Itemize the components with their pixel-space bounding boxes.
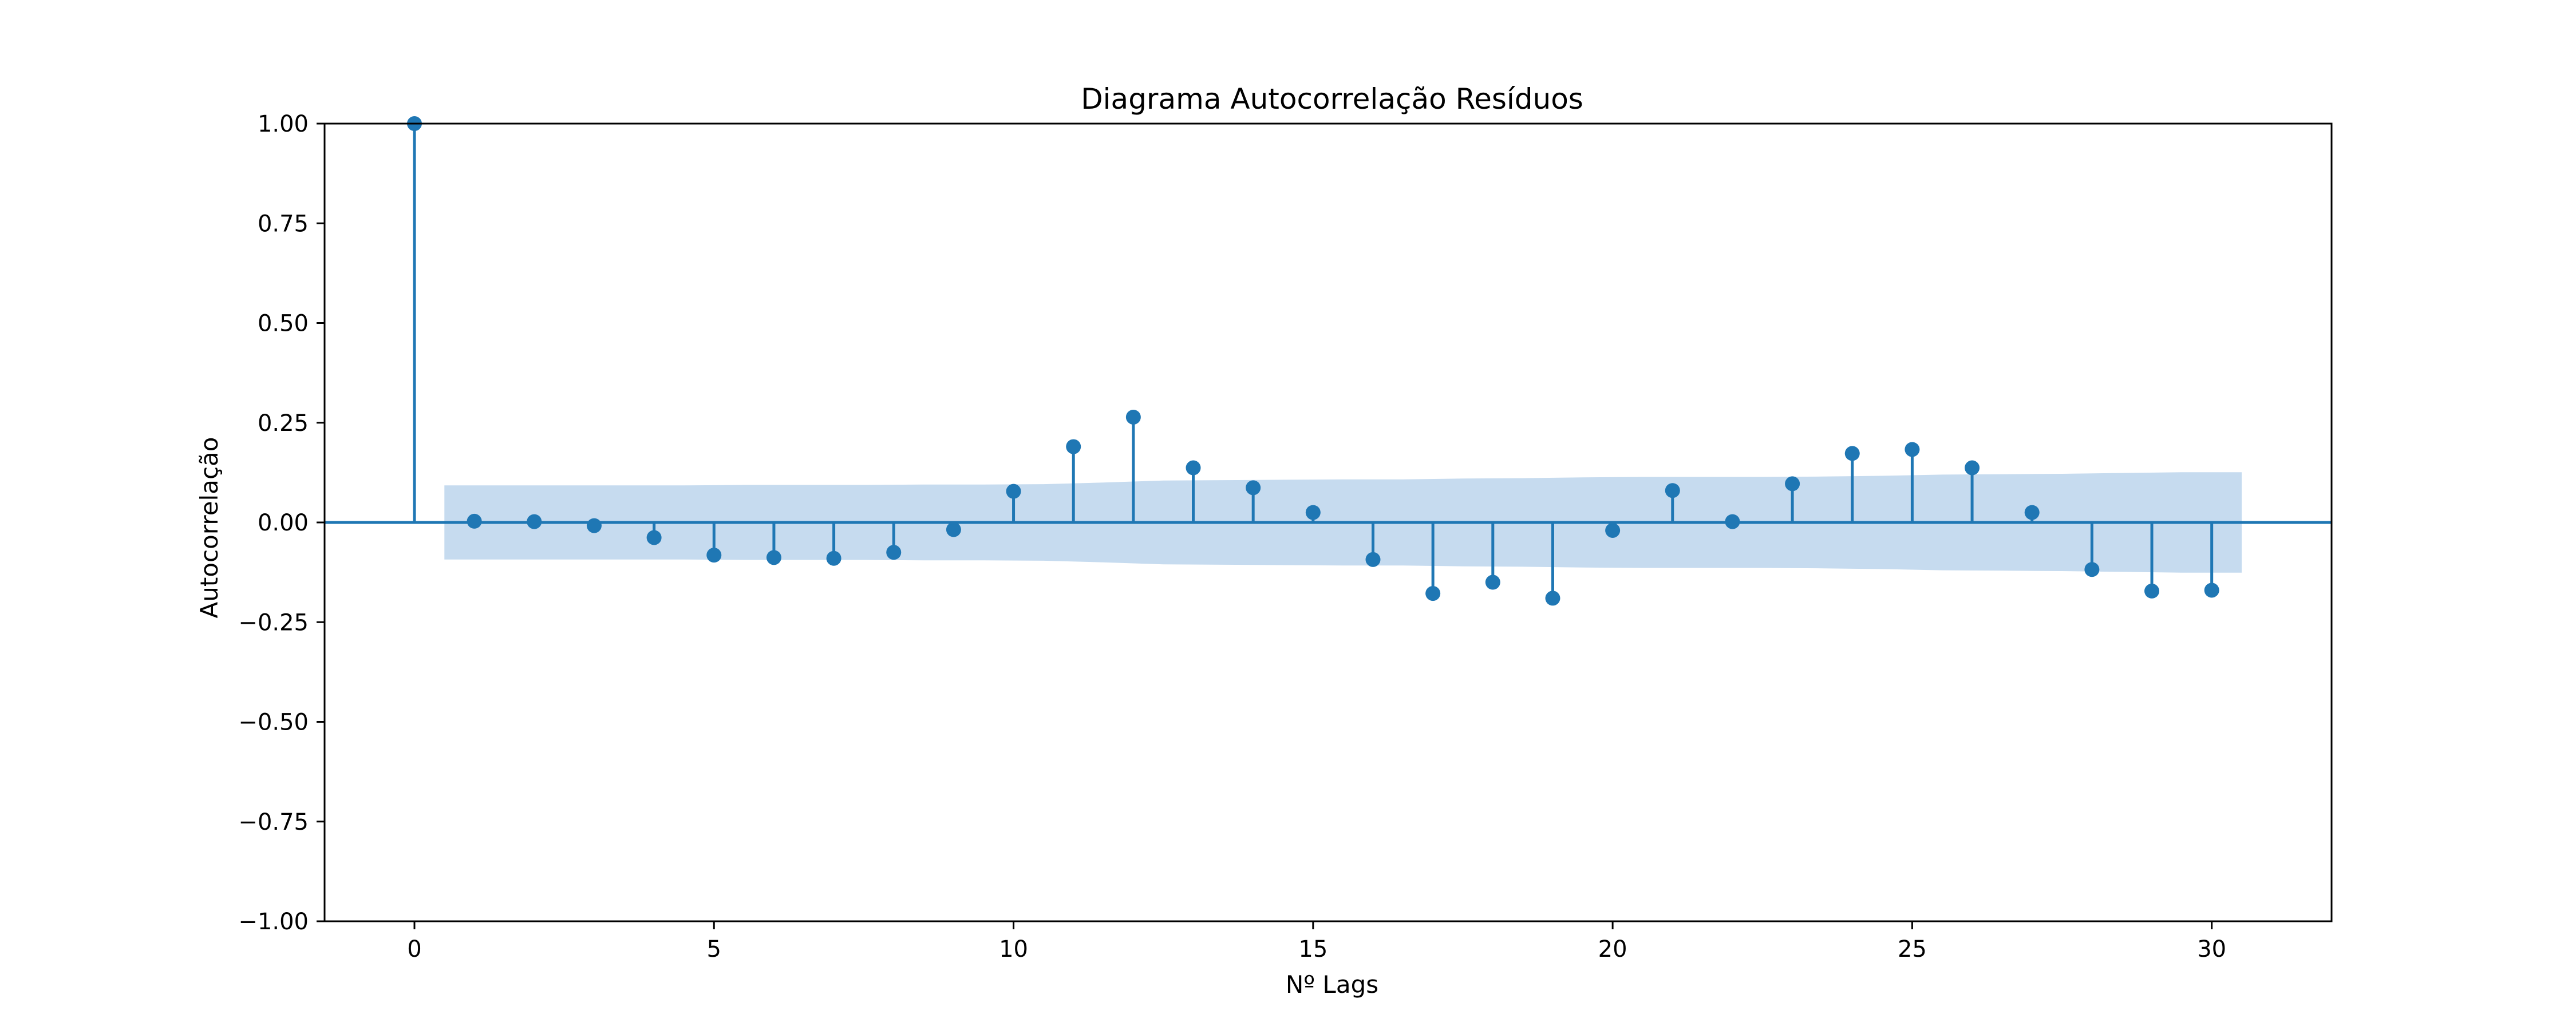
x-axis-label: Nº Lags xyxy=(1286,970,1378,999)
acf-point-9 xyxy=(946,522,961,537)
y-tick-label-3: −0.25 xyxy=(238,609,309,636)
acf-point-8 xyxy=(886,545,902,560)
chart-title: Diagrama Autocorrelação Resíduos xyxy=(1081,82,1583,116)
y-axis-label: Autocorrelação xyxy=(195,437,223,619)
acf-point-18 xyxy=(1485,575,1500,590)
y-tick-label-6: 0.50 xyxy=(258,311,309,337)
acf-point-3 xyxy=(586,518,602,533)
y-tick-label-2: −0.50 xyxy=(238,710,309,736)
x-tick-label-20: 20 xyxy=(1598,936,1627,962)
plot-area xyxy=(325,116,2332,606)
x-tick-label-5: 5 xyxy=(707,936,721,962)
acf-point-1 xyxy=(467,513,482,529)
y-tick-label-1: −0.75 xyxy=(238,809,309,835)
acf-point-20 xyxy=(1605,522,1621,538)
acf-point-19 xyxy=(1545,591,1560,606)
x-tick-label-25: 25 xyxy=(1898,936,1927,962)
acf-point-12 xyxy=(1125,409,1141,425)
acf-point-13 xyxy=(1186,460,1201,476)
acf-point-24 xyxy=(1844,446,1860,461)
y-tick-label-7: 0.75 xyxy=(258,211,309,237)
acf-point-30 xyxy=(2204,583,2219,598)
x-tick-label-10: 10 xyxy=(999,936,1028,962)
acf-point-6 xyxy=(766,550,781,565)
acf-point-22 xyxy=(1725,514,1740,529)
acf-point-10 xyxy=(1006,484,1021,499)
acf-point-7 xyxy=(826,550,841,566)
acf-point-21 xyxy=(1665,483,1680,498)
acf-point-2 xyxy=(527,514,542,529)
acf-point-11 xyxy=(1066,439,1081,454)
acf-point-26 xyxy=(1965,460,1980,476)
x-tick-label-15: 15 xyxy=(1298,936,1327,962)
y-tick-label-5: 0.25 xyxy=(258,410,309,437)
acf-point-16 xyxy=(1365,552,1381,567)
acf-point-25 xyxy=(1905,442,1920,457)
x-tick-label-30: 30 xyxy=(2197,936,2226,962)
y-tick-label-4: 0.00 xyxy=(258,510,309,536)
acf-point-29 xyxy=(2144,583,2160,599)
y-tick-label-8: 1.00 xyxy=(258,111,309,137)
acf-point-28 xyxy=(2084,562,2100,577)
acf-point-17 xyxy=(1425,586,1441,601)
acf-point-14 xyxy=(1246,480,1261,496)
x-tick-label-0: 0 xyxy=(407,936,421,962)
acf-point-27 xyxy=(2024,505,2040,520)
acf-point-23 xyxy=(1785,476,1800,492)
acf-point-15 xyxy=(1305,505,1321,520)
axes: 0 5 10 15 20 25 30 −1.00 −0.75 −0.50 −0.25 0.00 0.25… xyxy=(238,111,2333,962)
acf-point-5 xyxy=(706,548,722,563)
acf-point-4 xyxy=(646,530,662,545)
y-tick-label-0: −1.00 xyxy=(238,909,309,935)
